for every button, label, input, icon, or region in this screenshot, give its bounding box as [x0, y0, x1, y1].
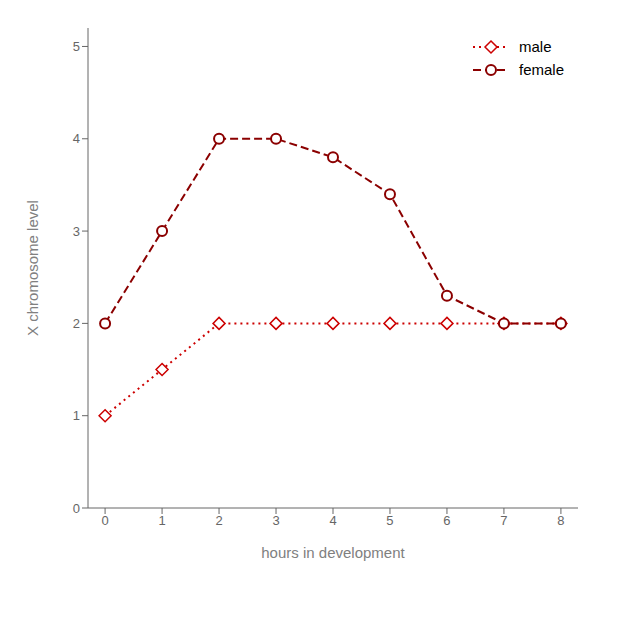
html-text:female: female	[519, 61, 564, 78]
svg-text:7: 7	[500, 513, 507, 528]
html-text:male: male	[519, 38, 552, 55]
svg-text:3: 3	[73, 224, 80, 239]
svg-text:X chromosome level: X chromosome level	[24, 200, 41, 336]
svg-text:4: 4	[329, 513, 336, 528]
svg-text:3: 3	[272, 513, 279, 528]
svg-text:6: 6	[443, 513, 450, 528]
svg-text:0: 0	[101, 513, 108, 528]
svg-text:4: 4	[73, 131, 80, 146]
svg-text:5: 5	[73, 39, 80, 54]
svg-text:2: 2	[73, 316, 80, 331]
svg-text:5: 5	[386, 513, 393, 528]
svg-text:8: 8	[557, 513, 564, 528]
svg-text:0: 0	[73, 501, 80, 516]
svg-text:hours in development: hours in development	[261, 544, 405, 561]
svg-text:2: 2	[215, 513, 222, 528]
svg-text:1: 1	[73, 408, 80, 423]
svg-text:1: 1	[158, 513, 165, 528]
